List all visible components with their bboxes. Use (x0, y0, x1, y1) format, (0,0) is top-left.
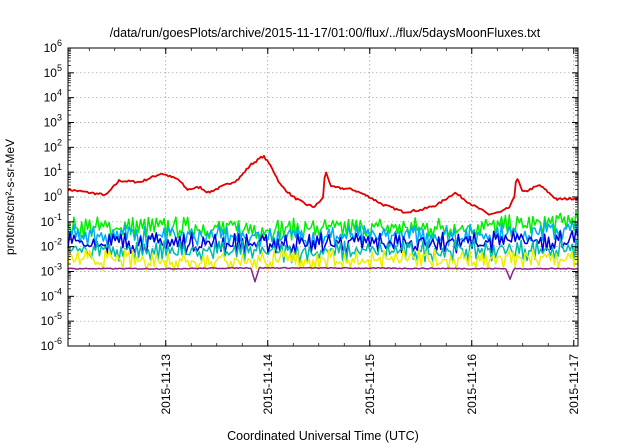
x-axis-label: Coordinated Universal Time (UTC) (227, 429, 419, 443)
y-tick-label: 103 (44, 113, 62, 130)
y-tick-label: 104 (44, 88, 62, 105)
y-tick-label: 100 (44, 187, 62, 204)
x-tick-label: 2015-11-15 (363, 354, 377, 415)
y-tick-label: 10-1 (41, 212, 62, 229)
x-tick-label: 2015-11-17 (567, 354, 581, 415)
x-axis: 2015-11-13 2015-11-14 2015-11-15 2015-11-16… (88, 48, 581, 415)
y-axis: 10-6 10-5 10-4 10-3 10-2 10-1 100 101 102 103 104 1… (41, 38, 578, 353)
y-tick-label: 10-3 (41, 262, 62, 279)
y-axis-label: protons/cm²-s-sr-MeV (3, 139, 17, 255)
y-tick-label: 10-6 (41, 336, 62, 353)
series-line-7 (67, 266, 579, 283)
x-tick-label: 2015-11-13 (159, 354, 173, 415)
series-line-5 (67, 238, 579, 264)
y-tick-label: 101 (44, 162, 62, 179)
y-tick-label: 10-2 (41, 237, 62, 254)
x-tick-label: 2015-11-14 (261, 354, 275, 415)
y-tick-label: 10-4 (41, 286, 62, 303)
series-line-2 (67, 210, 579, 241)
y-tick-label: 106 (44, 38, 62, 55)
x-tick-label: 2015-11-16 (465, 354, 479, 415)
series-line-6 (67, 248, 579, 272)
series-layer (67, 154, 579, 283)
series-line-1 (67, 154, 579, 216)
chart-title: /data/run/goesPlots/archive/2015-11-17/0… (110, 26, 541, 40)
y-tick-label: 105 (44, 63, 62, 80)
y-tick-label: 10-5 (41, 311, 62, 328)
y-tick-label: 102 (44, 137, 62, 154)
